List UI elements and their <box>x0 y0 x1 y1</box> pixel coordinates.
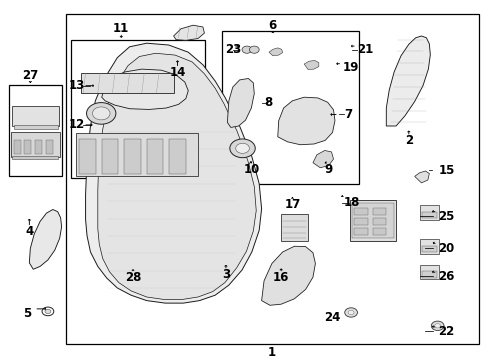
Circle shape <box>430 321 443 330</box>
Text: 8: 8 <box>264 96 272 109</box>
Circle shape <box>249 46 259 53</box>
Bar <box>419 239 438 254</box>
Bar <box>66 14 478 344</box>
Bar <box>419 205 438 220</box>
Bar <box>102 139 118 174</box>
Bar <box>24 140 31 154</box>
Bar <box>421 271 436 278</box>
Bar <box>71 40 205 178</box>
Circle shape <box>92 107 110 120</box>
Polygon shape <box>386 36 429 126</box>
Bar <box>46 140 53 154</box>
Bar <box>280 214 307 241</box>
Circle shape <box>434 324 440 328</box>
Bar <box>372 218 386 225</box>
Text: 6: 6 <box>268 19 276 32</box>
Polygon shape <box>85 43 261 303</box>
Circle shape <box>42 307 54 316</box>
Text: 10: 10 <box>243 163 260 176</box>
Bar <box>79 139 96 174</box>
Bar <box>372 208 386 215</box>
Bar <box>12 106 59 126</box>
Polygon shape <box>261 246 315 305</box>
Polygon shape <box>268 48 282 56</box>
Bar <box>351 203 393 238</box>
Text: 26: 26 <box>437 270 453 283</box>
Bar <box>353 218 367 225</box>
Polygon shape <box>227 78 254 127</box>
Text: 5: 5 <box>23 307 31 320</box>
Circle shape <box>242 46 251 53</box>
Text: 4: 4 <box>25 225 33 238</box>
Text: 2: 2 <box>404 134 412 147</box>
Polygon shape <box>98 53 256 300</box>
Text: 28: 28 <box>124 271 141 284</box>
Circle shape <box>235 143 249 153</box>
Text: 15: 15 <box>438 164 454 177</box>
Text: 18: 18 <box>343 196 360 209</box>
Polygon shape <box>277 97 334 145</box>
Circle shape <box>229 139 255 158</box>
Bar <box>419 265 438 279</box>
Bar <box>81 73 173 93</box>
Bar <box>12 156 58 159</box>
Bar <box>421 246 436 252</box>
Bar <box>9 85 61 176</box>
Text: 16: 16 <box>272 271 289 284</box>
Text: 25: 25 <box>437 210 453 222</box>
Bar <box>222 31 359 184</box>
Text: 9: 9 <box>324 163 332 176</box>
Text: 20: 20 <box>437 242 453 255</box>
Bar <box>146 139 163 174</box>
Text: 13: 13 <box>68 79 85 92</box>
Circle shape <box>344 308 357 317</box>
Polygon shape <box>29 210 61 269</box>
Text: 3: 3 <box>222 268 229 281</box>
Circle shape <box>86 103 116 124</box>
Bar <box>349 200 395 241</box>
Bar <box>76 133 198 176</box>
Bar <box>11 132 60 157</box>
Text: 17: 17 <box>284 198 300 211</box>
Bar <box>372 228 386 235</box>
Text: 1: 1 <box>267 346 275 359</box>
Text: 19: 19 <box>342 61 358 74</box>
Text: 7: 7 <box>344 108 352 121</box>
Polygon shape <box>173 25 204 40</box>
Bar <box>14 140 20 154</box>
Bar <box>169 139 185 174</box>
Bar <box>421 212 436 218</box>
Text: 12: 12 <box>68 118 85 131</box>
Text: 23: 23 <box>224 43 241 56</box>
Text: 11: 11 <box>113 22 129 35</box>
Polygon shape <box>304 60 318 69</box>
Text: 14: 14 <box>169 66 185 78</box>
Text: 21: 21 <box>356 43 372 56</box>
Polygon shape <box>312 150 333 168</box>
Text: 22: 22 <box>437 325 453 338</box>
Text: 24: 24 <box>324 311 340 324</box>
Text: 27: 27 <box>22 69 39 82</box>
Bar <box>14 125 58 129</box>
Bar <box>124 139 141 174</box>
Circle shape <box>347 310 353 315</box>
Bar <box>35 140 42 154</box>
Polygon shape <box>414 171 428 183</box>
Polygon shape <box>102 69 188 109</box>
Bar <box>353 228 367 235</box>
Bar <box>353 208 367 215</box>
Circle shape <box>45 309 51 314</box>
